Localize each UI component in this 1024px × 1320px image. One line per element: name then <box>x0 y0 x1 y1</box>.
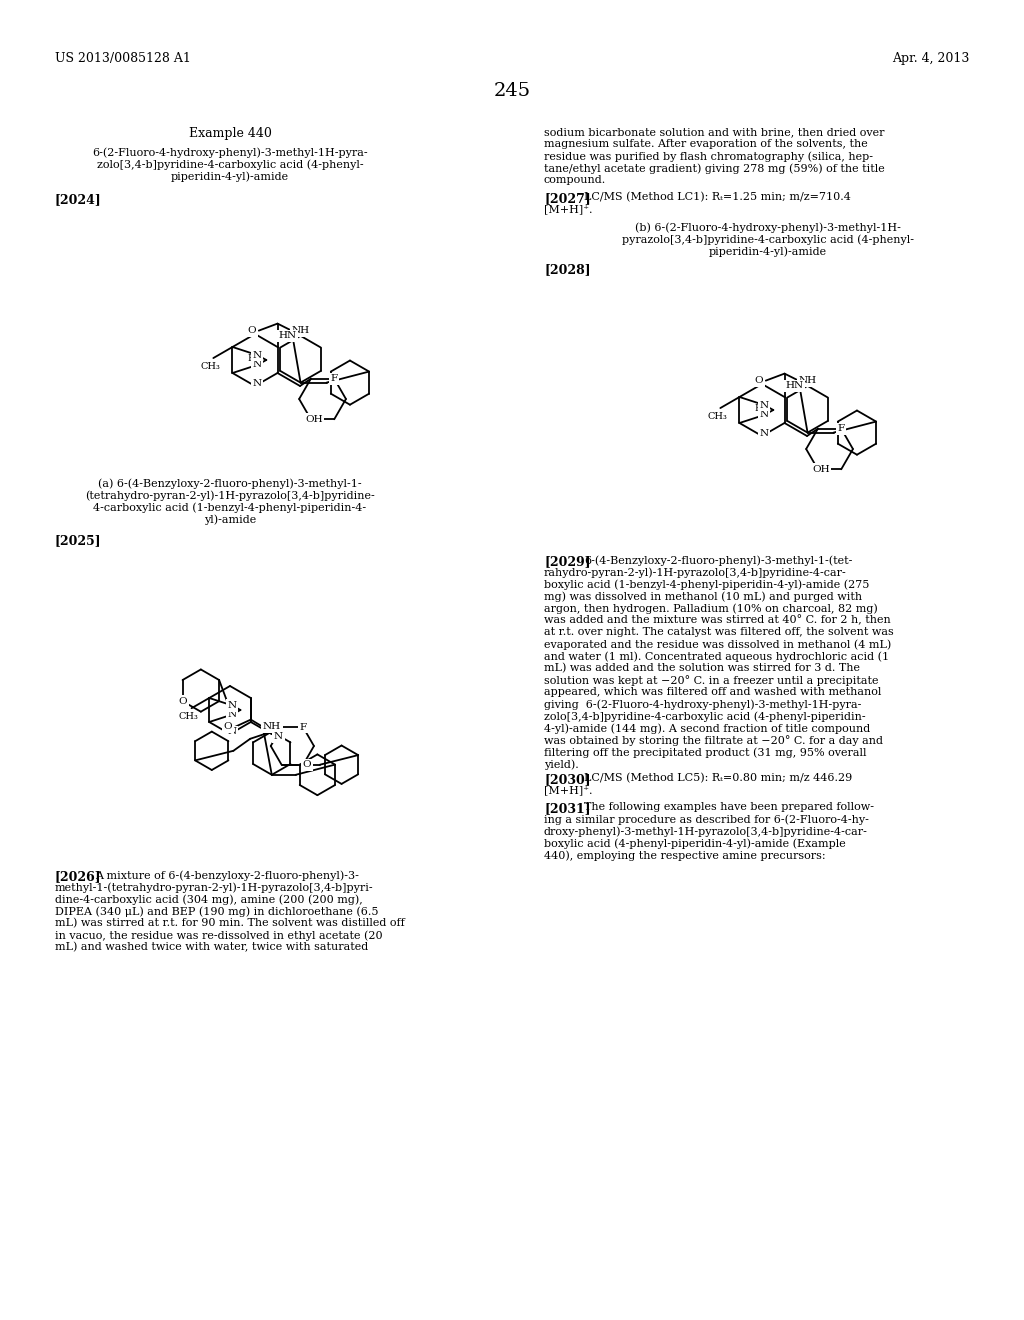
Text: N: N <box>227 727 237 737</box>
Text: NH: NH <box>292 326 309 335</box>
Text: 245: 245 <box>494 82 530 100</box>
Text: CH₃: CH₃ <box>708 412 727 421</box>
Text: tane/ethyl acetate gradient) giving 278 mg (59%) of the title: tane/ethyl acetate gradient) giving 278 … <box>544 162 885 173</box>
Text: mL) was added and the solution was stirred for 3 d. The: mL) was added and the solution was stirr… <box>544 663 860 673</box>
Text: residue was purified by flash chromatography (silica, hep-: residue was purified by flash chromatogr… <box>544 150 873 161</box>
Text: rahydro-pyran-2-yl)-1H-pyrazolo[3,4-b]pyridine-4-car-: rahydro-pyran-2-yl)-1H-pyrazolo[3,4-b]py… <box>544 568 847 578</box>
Text: zolo[3,4-b]pyridine-4-carboxylic acid (4-phenyl-: zolo[3,4-b]pyridine-4-carboxylic acid (4… <box>96 158 364 169</box>
Text: H: H <box>247 355 255 363</box>
Text: [2031]: [2031] <box>544 803 591 814</box>
Text: O: O <box>248 326 256 335</box>
Text: US 2013/0085128 A1: US 2013/0085128 A1 <box>55 51 190 65</box>
Text: (b) 6-(2-Fluoro-4-hydroxy-phenyl)-3-methyl-1H-: (b) 6-(2-Fluoro-4-hydroxy-phenyl)-3-meth… <box>635 222 901 232</box>
Text: F: F <box>300 723 307 731</box>
Text: mL) and washed twice with water, twice with saturated: mL) and washed twice with water, twice w… <box>55 942 369 952</box>
Text: solution was kept at −20° C. in a freezer until a precipitate: solution was kept at −20° C. in a freeze… <box>544 675 879 686</box>
Text: evaporated and the residue was dissolved in methanol (4 mL): evaporated and the residue was dissolved… <box>544 639 891 649</box>
Text: Example 440: Example 440 <box>188 127 271 140</box>
Text: magnesium sulfate. After evaporation of the solvents, the: magnesium sulfate. After evaporation of … <box>544 139 867 149</box>
Text: LC/MS (Method LC1): Rₜ=1.25 min; m/z=710.4: LC/MS (Method LC1): Rₜ=1.25 min; m/z=710… <box>584 191 851 202</box>
Text: N: N <box>760 411 769 420</box>
Text: HN: HN <box>785 381 804 391</box>
Text: was added and the mixture was stirred at 40° C. for 2 h, then: was added and the mixture was stirred at… <box>544 615 891 626</box>
Text: dine-4-carboxylic acid (304 mg), amine (200 (200 mg),: dine-4-carboxylic acid (304 mg), amine (… <box>55 894 362 904</box>
Text: OH: OH <box>812 465 829 474</box>
Text: 6-(2-Fluoro-4-hydroxy-phenyl)-3-methyl-1H-pyra-: 6-(2-Fluoro-4-hydroxy-phenyl)-3-methyl-1… <box>92 147 368 157</box>
Text: HN: HN <box>279 331 297 341</box>
Text: compound.: compound. <box>544 176 606 185</box>
Text: droxy-phenyl)-3-methyl-1H-pyrazolo[3,4-b]pyridine-4-car-: droxy-phenyl)-3-methyl-1H-pyrazolo[3,4-b… <box>544 826 868 837</box>
Text: was obtained by storing the filtrate at −20° C. for a day and: was obtained by storing the filtrate at … <box>544 735 883 746</box>
Text: O: O <box>178 697 186 706</box>
Text: sodium bicarbonate solution and with brine, then dried over: sodium bicarbonate solution and with bri… <box>544 127 885 137</box>
Text: H: H <box>755 404 762 413</box>
Text: O: O <box>755 376 763 385</box>
Text: methyl-1-(tetrahydro-pyran-2-yl)-1H-pyrazolo[3,4-b]pyri-: methyl-1-(tetrahydro-pyran-2-yl)-1H-pyra… <box>55 882 374 892</box>
Text: 440), employing the respective amine precursors:: 440), employing the respective amine pre… <box>544 850 825 861</box>
Text: (a) 6-(4-Benzyloxy-2-fluoro-phenyl)-3-methyl-1-: (a) 6-(4-Benzyloxy-2-fluoro-phenyl)-3-me… <box>98 478 361 488</box>
Text: The following examples have been prepared follow-: The following examples have been prepare… <box>584 803 874 812</box>
Text: [2027]: [2027] <box>544 191 591 205</box>
Text: CH₃: CH₃ <box>178 713 199 721</box>
Text: Apr. 4, 2013: Apr. 4, 2013 <box>892 51 969 65</box>
Text: F: F <box>331 375 338 383</box>
Text: [2024]: [2024] <box>55 193 101 206</box>
Text: appeared, which was filtered off and washed with methanol: appeared, which was filtered off and was… <box>544 686 882 697</box>
Text: yl)-amide: yl)-amide <box>204 513 256 524</box>
Text: mg) was dissolved in methanol (10 mL) and purged with: mg) was dissolved in methanol (10 mL) an… <box>544 591 862 602</box>
Text: argon, then hydrogen. Palladium (10% on charcoal, 82 mg): argon, then hydrogen. Palladium (10% on … <box>544 603 878 614</box>
Text: N: N <box>273 733 283 741</box>
Text: N: N <box>253 360 262 370</box>
Text: [2030]: [2030] <box>544 774 591 785</box>
Text: [2029]: [2029] <box>544 554 591 568</box>
Text: boxylic acid (1-benzyl-4-phenyl-piperidin-4-yl)-amide (275: boxylic acid (1-benzyl-4-phenyl-piperidi… <box>544 579 869 590</box>
Text: LC/MS (Method LC5): Rₜ=0.80 min; m/z 446.29: LC/MS (Method LC5): Rₜ=0.80 min; m/z 446… <box>584 774 852 783</box>
Text: zolo[3,4-b]pyridine-4-carboxylic acid (4-phenyl-piperidin-: zolo[3,4-b]pyridine-4-carboxylic acid (4… <box>544 711 865 722</box>
Text: (tetrahydro-pyran-2-yl)-1H-pyrazolo[3,4-b]pyridine-: (tetrahydro-pyran-2-yl)-1H-pyrazolo[3,4-… <box>85 490 375 500</box>
Text: OH: OH <box>305 414 323 424</box>
Text: F: F <box>838 424 845 433</box>
Text: piperidin-4-yl)-amide: piperidin-4-yl)-amide <box>171 172 289 182</box>
Text: N: N <box>253 351 262 359</box>
Text: 4-carboxylic acid (1-benzyl-4-phenyl-piperidin-4-: 4-carboxylic acid (1-benzyl-4-phenyl-pip… <box>93 502 367 512</box>
Text: in vacuo, the residue was re-dissolved in ethyl acetate (20: in vacuo, the residue was re-dissolved i… <box>55 931 383 941</box>
Text: filtering off the precipitated product (31 mg, 95% overall: filtering off the precipitated product (… <box>544 747 866 758</box>
Text: N: N <box>253 380 261 388</box>
Text: N: N <box>760 400 769 409</box>
Text: NH: NH <box>263 722 281 731</box>
Text: [M+H]⁺.: [M+H]⁺. <box>544 785 593 795</box>
Text: [2026]: [2026] <box>55 870 101 883</box>
Text: O: O <box>302 760 311 770</box>
Text: N: N <box>227 701 237 710</box>
Text: [2028]: [2028] <box>544 263 591 276</box>
Text: O: O <box>224 722 232 731</box>
Text: at r.t. over night. The catalyst was filtered off, the solvent was: at r.t. over night. The catalyst was fil… <box>544 627 894 638</box>
Text: [M+H]⁺.: [M+H]⁺. <box>544 205 593 214</box>
Text: A mixture of 6-(4-benzyloxy-2-fluoro-phenyl)-3-: A mixture of 6-(4-benzyloxy-2-fluoro-phe… <box>95 870 358 880</box>
Text: mL) was stirred at r.t. for 90 min. The solvent was distilled off: mL) was stirred at r.t. for 90 min. The … <box>55 917 404 928</box>
Text: NH: NH <box>799 376 816 385</box>
Text: 4-yl)-amide (144 mg). A second fraction of title compound: 4-yl)-amide (144 mg). A second fraction … <box>544 723 870 734</box>
Text: DIPEA (340 μL) and BEP (190 mg) in dichloroethane (6.5: DIPEA (340 μL) and BEP (190 mg) in dichl… <box>55 906 379 916</box>
Text: pyrazolo[3,4-b]pyridine-4-carboxylic acid (4-phenyl-: pyrazolo[3,4-b]pyridine-4-carboxylic aci… <box>622 234 914 244</box>
Text: N: N <box>227 710 237 719</box>
Text: [2025]: [2025] <box>55 535 101 546</box>
Text: piperidin-4-yl)-amide: piperidin-4-yl)-amide <box>709 246 827 256</box>
Text: boxylic acid (4-phenyl-piperidin-4-yl)-amide (Example: boxylic acid (4-phenyl-piperidin-4-yl)-a… <box>544 838 846 849</box>
Text: ing a similar procedure as described for 6-(2-Fluoro-4-hy-: ing a similar procedure as described for… <box>544 814 869 825</box>
Text: 6-(4-Benzyloxy-2-fluoro-phenyl)-3-methyl-1-(tet-: 6-(4-Benzyloxy-2-fluoro-phenyl)-3-methyl… <box>584 554 852 565</box>
Text: yield).: yield). <box>544 759 579 770</box>
Text: giving  6-(2-Fluoro-4-hydroxy-phenyl)-3-methyl-1H-pyra-: giving 6-(2-Fluoro-4-hydroxy-phenyl)-3-m… <box>544 700 861 710</box>
Text: N: N <box>760 429 769 438</box>
Text: CH₃: CH₃ <box>201 362 220 371</box>
Text: and water (1 ml). Concentrated aqueous hydrochloric acid (1: and water (1 ml). Concentrated aqueous h… <box>544 651 889 661</box>
